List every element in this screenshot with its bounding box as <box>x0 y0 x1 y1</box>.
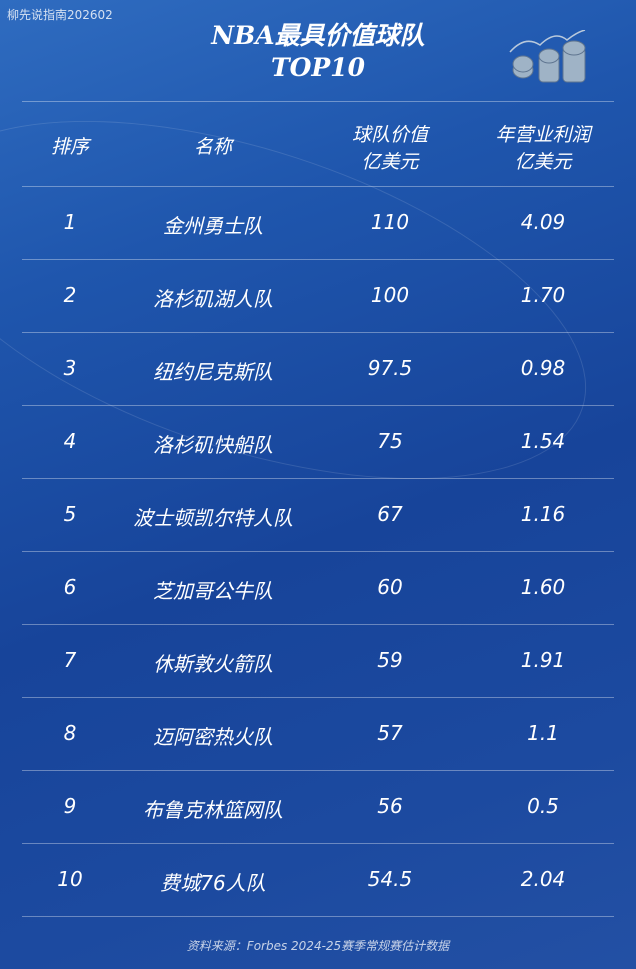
row-divider <box>22 478 614 479</box>
cell-value: 57 <box>377 721 403 745</box>
cell-rank: 4 <box>63 429 77 453</box>
table-row: 5 波士顿凯尔特人队 67 1.16 <box>0 478 636 551</box>
row-divider <box>22 697 614 698</box>
source-note: 资料来源：Forbes 2024-25赛季常规赛估计数据 <box>186 939 450 953</box>
cell-name: 洛杉矶快船队 <box>153 433 273 457</box>
row-divider <box>22 259 614 260</box>
cell-profit: 0.5 <box>527 794 559 818</box>
cell-rank: 8 <box>63 721 77 745</box>
header-rank: 排序 <box>50 136 90 158</box>
cell-value: 54.5 <box>367 867 413 891</box>
header-profit-unit: 亿美元 <box>514 151 572 173</box>
table-row: 1 金州勇士队 110 4.09 <box>0 186 636 259</box>
table-row: 4 洛杉矶快船队 75 1.54 <box>0 405 636 478</box>
cell-profit: 1.60 <box>520 575 566 599</box>
cell-rank: 2 <box>63 283 77 307</box>
cell-rank: 10 <box>57 867 83 891</box>
header-value: 球队价值 亿美元 <box>352 120 428 174</box>
cell-name: 布鲁克林篮网队 <box>143 798 283 822</box>
cell-rank: 7 <box>63 648 77 672</box>
cell-profit: 0.98 <box>520 356 566 380</box>
row-divider <box>22 624 614 625</box>
table-row: 8 迈阿密热火队 57 1.1 <box>0 697 636 770</box>
cell-name: 芝加哥公牛队 <box>153 579 273 603</box>
table-row: 9 布鲁克林篮网队 56 0.5 <box>0 770 636 843</box>
row-divider <box>22 551 614 552</box>
cell-name: 纽约尼克斯队 <box>153 360 273 384</box>
cell-value: 56 <box>377 794 403 818</box>
table-row: 6 芝加哥公牛队 60 1.60 <box>0 551 636 624</box>
cell-profit: 1.1 <box>527 721 559 745</box>
divider <box>22 101 614 102</box>
cell-name: 洛杉矶湖人队 <box>153 287 273 311</box>
cell-value: 100 <box>370 283 410 307</box>
cell-name: 波士顿凯尔特人队 <box>133 506 293 530</box>
header-profit: 年营业利润 亿美元 <box>495 120 590 174</box>
cell-profit: 1.91 <box>520 648 566 672</box>
cell-profit: 4.09 <box>520 210 566 234</box>
cell-rank: 9 <box>63 794 77 818</box>
row-divider <box>22 332 614 333</box>
header-value-label: 球队价值 <box>351 124 429 146</box>
cell-profit: 1.54 <box>520 429 566 453</box>
table-row: 2 洛杉矶湖人队 100 1.70 <box>0 259 636 332</box>
cell-value: 59 <box>377 648 403 672</box>
cell-name: 迈阿密热火队 <box>153 725 273 749</box>
cell-value: 60 <box>377 575 403 599</box>
row-divider <box>22 770 614 771</box>
table-row: 3 纽约尼克斯队 97.5 0.98 <box>0 332 636 405</box>
cell-rank: 5 <box>63 502 77 526</box>
cell-value: 97.5 <box>367 356 413 380</box>
cell-profit: 1.16 <box>520 502 566 526</box>
cell-value: 67 <box>377 502 403 526</box>
cell-rank: 3 <box>63 356 77 380</box>
cell-value: 75 <box>377 429 403 453</box>
cell-rank: 6 <box>63 575 77 599</box>
table-header: 排序 名称 球队价值亿美元 年营业利润亿美元 <box>0 118 636 178</box>
row-divider <box>22 916 614 917</box>
cell-rank: 1 <box>63 210 77 234</box>
cell-name: 休斯敦火箭队 <box>153 652 273 676</box>
title-line2: TOP10 <box>271 53 365 82</box>
row-divider <box>22 405 614 406</box>
cell-name: 费城76人队 <box>160 871 266 895</box>
table-row: 7 休斯敦火箭队 59 1.91 <box>0 624 636 697</box>
coins-stack-icon <box>509 30 586 83</box>
row-divider <box>22 843 614 844</box>
row-divider <box>22 186 614 187</box>
cell-value: 110 <box>370 210 410 234</box>
title-line1: NBA最具价值球队 <box>211 21 425 50</box>
cell-profit: 1.70 <box>520 283 566 307</box>
table-row: 10 费城76人队 54.5 2.04 <box>0 843 636 916</box>
header-name: 名称 <box>193 136 233 158</box>
header-value-unit: 亿美元 <box>361 151 419 173</box>
header-profit-label: 年营业利润 <box>495 124 591 146</box>
cell-name: 金州勇士队 <box>163 214 263 238</box>
watermark: 柳先说指南202602 <box>7 8 113 22</box>
cell-profit: 2.04 <box>520 867 566 891</box>
